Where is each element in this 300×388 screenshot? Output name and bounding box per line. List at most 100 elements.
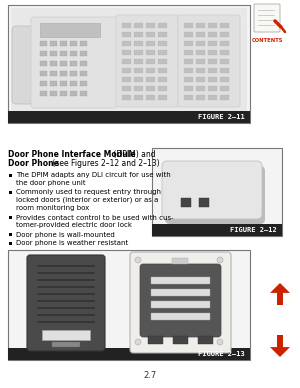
Text: CONTENTS: CONTENTS (251, 38, 283, 43)
FancyBboxPatch shape (31, 17, 117, 108)
Bar (60, 91, 67, 96)
Bar (148, 336, 163, 344)
Bar (208, 41, 217, 46)
Bar (196, 32, 205, 37)
Bar (158, 59, 167, 64)
Bar (11, 8, 247, 111)
Bar (208, 86, 217, 91)
Bar (220, 23, 229, 28)
Text: Door phone is weather resistant: Door phone is weather resistant (16, 240, 128, 246)
FancyBboxPatch shape (162, 161, 262, 219)
Bar (184, 32, 193, 37)
Bar (50, 51, 57, 56)
Text: FIGURE 2–11: FIGURE 2–11 (198, 114, 245, 120)
Bar (122, 32, 131, 37)
Bar (158, 32, 167, 37)
Bar (220, 50, 229, 55)
Bar (220, 68, 229, 73)
Bar (122, 59, 131, 64)
FancyBboxPatch shape (12, 26, 36, 104)
Bar (152, 224, 282, 236)
Circle shape (135, 339, 141, 345)
Bar (158, 86, 167, 91)
Bar (146, 77, 155, 82)
Bar (60, 51, 67, 56)
Bar (80, 71, 87, 76)
Bar (50, 81, 57, 86)
Bar (196, 77, 205, 82)
Bar (184, 23, 193, 28)
Bar (70, 51, 77, 56)
FancyBboxPatch shape (116, 15, 178, 107)
Bar (196, 95, 205, 100)
Bar (50, 91, 57, 96)
Bar (208, 50, 217, 55)
Bar (122, 77, 131, 82)
Bar (196, 41, 205, 46)
Bar (40, 91, 47, 96)
Bar (134, 95, 143, 100)
Bar (9, 191, 12, 194)
Bar (60, 81, 67, 86)
Bar (146, 32, 155, 37)
Bar (40, 51, 47, 56)
Bar (52, 342, 80, 347)
Bar (70, 71, 77, 76)
Text: FIGURE 2–12: FIGURE 2–12 (230, 227, 277, 233)
Text: Provides contact control to be used with cus-
tomer-provided electric door lock: Provides contact control to be used with… (16, 215, 174, 228)
Bar (122, 23, 131, 28)
Bar (184, 68, 193, 73)
Bar (40, 81, 47, 86)
Bar (181, 198, 191, 207)
Polygon shape (270, 283, 290, 305)
Bar (184, 41, 193, 46)
Bar (199, 198, 209, 207)
Bar (151, 289, 210, 296)
Text: (DPIM) and: (DPIM) and (111, 150, 156, 159)
Bar (220, 86, 229, 91)
Bar (50, 41, 57, 46)
Circle shape (217, 339, 223, 345)
Bar (196, 68, 205, 73)
Bar (134, 68, 143, 73)
Bar (158, 50, 167, 55)
Bar (134, 86, 143, 91)
Bar (8, 111, 250, 123)
Bar (134, 77, 143, 82)
Bar (196, 59, 205, 64)
Bar (80, 41, 87, 46)
Bar (60, 71, 67, 76)
Bar (146, 68, 155, 73)
Bar (50, 61, 57, 66)
Bar (134, 23, 143, 28)
Bar (158, 23, 167, 28)
Bar (122, 50, 131, 55)
Bar (151, 277, 210, 284)
Bar (184, 86, 193, 91)
Bar (158, 77, 167, 82)
Bar (122, 86, 131, 91)
Bar (122, 95, 131, 100)
Bar (50, 71, 57, 76)
Text: The DPIM adapts any DLI circuit for use with
the door phone unit: The DPIM adapts any DLI circuit for use … (16, 172, 171, 186)
Bar (134, 50, 143, 55)
Text: Commonly used to request entry through
locked doors (interior or exterior) or as: Commonly used to request entry through l… (16, 189, 161, 211)
Bar (220, 77, 229, 82)
Bar (9, 173, 12, 177)
FancyBboxPatch shape (140, 264, 221, 337)
Bar (208, 23, 217, 28)
Text: FIGURE 2–13: FIGURE 2–13 (198, 351, 245, 357)
Bar (146, 23, 155, 28)
Bar (220, 59, 229, 64)
Bar (208, 95, 217, 100)
Bar (184, 50, 193, 55)
Circle shape (217, 257, 223, 263)
Bar (158, 95, 167, 100)
Bar (60, 41, 67, 46)
Bar (9, 216, 12, 219)
Text: Door phone is wall-mounted: Door phone is wall-mounted (16, 232, 115, 237)
Bar (151, 301, 210, 308)
Bar (196, 50, 205, 55)
Text: Door Phone Interface Module: Door Phone Interface Module (8, 150, 136, 159)
Bar (146, 86, 155, 91)
